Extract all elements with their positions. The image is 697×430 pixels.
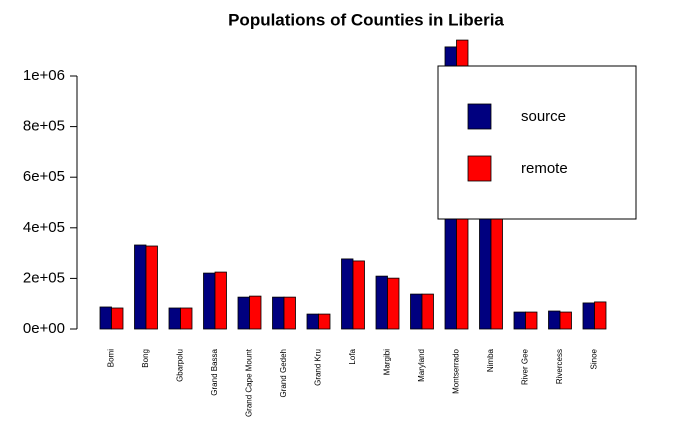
y-tick-label: 1e+06 xyxy=(23,67,65,84)
bar xyxy=(272,296,285,330)
legend-swatch xyxy=(467,155,492,182)
bar xyxy=(145,245,158,330)
x-tick-label: Maryland xyxy=(417,349,426,382)
bar xyxy=(410,293,423,330)
bar xyxy=(525,311,538,330)
x-tick-label: Grand Kru xyxy=(314,349,323,386)
bar xyxy=(180,307,193,330)
bar xyxy=(375,275,388,330)
bar xyxy=(421,293,434,330)
x-tick-label: Gbarpolu xyxy=(176,349,185,382)
x-tick-label: River Gee xyxy=(521,348,530,385)
bar xyxy=(249,295,262,330)
bar xyxy=(548,310,561,330)
bar xyxy=(283,296,296,330)
bar xyxy=(479,211,492,330)
bar xyxy=(490,210,503,330)
bar xyxy=(352,260,365,330)
x-tick-label: Bong xyxy=(141,349,150,368)
bar xyxy=(214,271,227,330)
bar xyxy=(203,272,216,330)
bar xyxy=(341,258,354,330)
bar xyxy=(111,307,124,330)
x-tick-label: Rivercess xyxy=(555,349,564,384)
y-tick-label: 8e+05 xyxy=(23,118,65,135)
chart-title: Populations of Counties in Liberia xyxy=(228,10,504,29)
y-tick-label: 6e+05 xyxy=(23,168,65,185)
legend-label: source xyxy=(521,108,566,125)
x-tick-label: Margibi xyxy=(383,349,392,375)
x-tick-label: Sinoe xyxy=(590,348,599,369)
y-tick-label: 2e+05 xyxy=(23,269,65,286)
bar xyxy=(237,296,250,330)
y-tick-label: 0e+00 xyxy=(23,320,65,337)
bar xyxy=(594,301,607,330)
bar xyxy=(513,311,526,330)
bar xyxy=(306,313,319,330)
x-tick-label: Nimba xyxy=(486,348,495,372)
x-tick-label: Grand Gedeh xyxy=(279,349,288,397)
legend-box xyxy=(437,65,637,220)
bar xyxy=(582,302,595,330)
x-tick-label: Bomi xyxy=(107,349,116,367)
bar xyxy=(168,307,181,330)
bar xyxy=(99,306,112,330)
legend-swatch xyxy=(467,103,492,130)
x-tick-label: Montserrado xyxy=(452,348,461,393)
x-tick-label: Grand Cape Mount xyxy=(245,348,254,417)
bar xyxy=(559,311,572,330)
bar xyxy=(134,244,147,330)
legend-label: remote xyxy=(521,160,568,177)
x-tick-label: Lofa xyxy=(348,348,357,364)
y-tick-label: 4e+05 xyxy=(23,219,65,236)
bar xyxy=(387,277,400,330)
x-tick-label: Grand Bassa xyxy=(210,348,219,395)
bar xyxy=(318,313,331,330)
